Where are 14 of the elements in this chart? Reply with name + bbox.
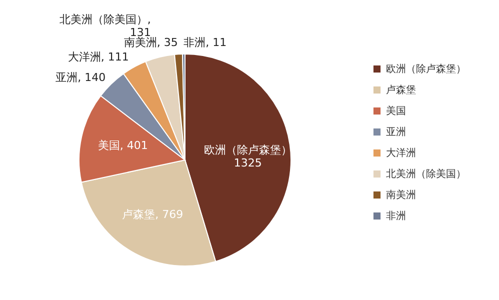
data-label: 美国, 401: [98, 139, 148, 152]
legend-label: 大洋洲: [386, 147, 416, 159]
data-label: 欧洲（除卢森堡） 1325: [204, 144, 292, 170]
legend-label: 非洲: [386, 210, 406, 222]
legend-label: 北美洲（除美国）: [386, 168, 466, 180]
legend-label: 卢森堡: [386, 84, 416, 96]
data-label: 大洋洲, 111: [68, 50, 129, 64]
legend-label: 美国: [386, 105, 406, 117]
data-label: 非洲, 11: [184, 36, 227, 50]
legend-label: 欧洲（除卢森堡）: [386, 63, 466, 75]
legend-label: 南美洲: [386, 189, 416, 201]
data-label: 亚洲, 140: [56, 71, 106, 84]
data-label: 卢森堡, 769: [122, 208, 184, 221]
legend-label: 亚洲: [386, 126, 406, 138]
